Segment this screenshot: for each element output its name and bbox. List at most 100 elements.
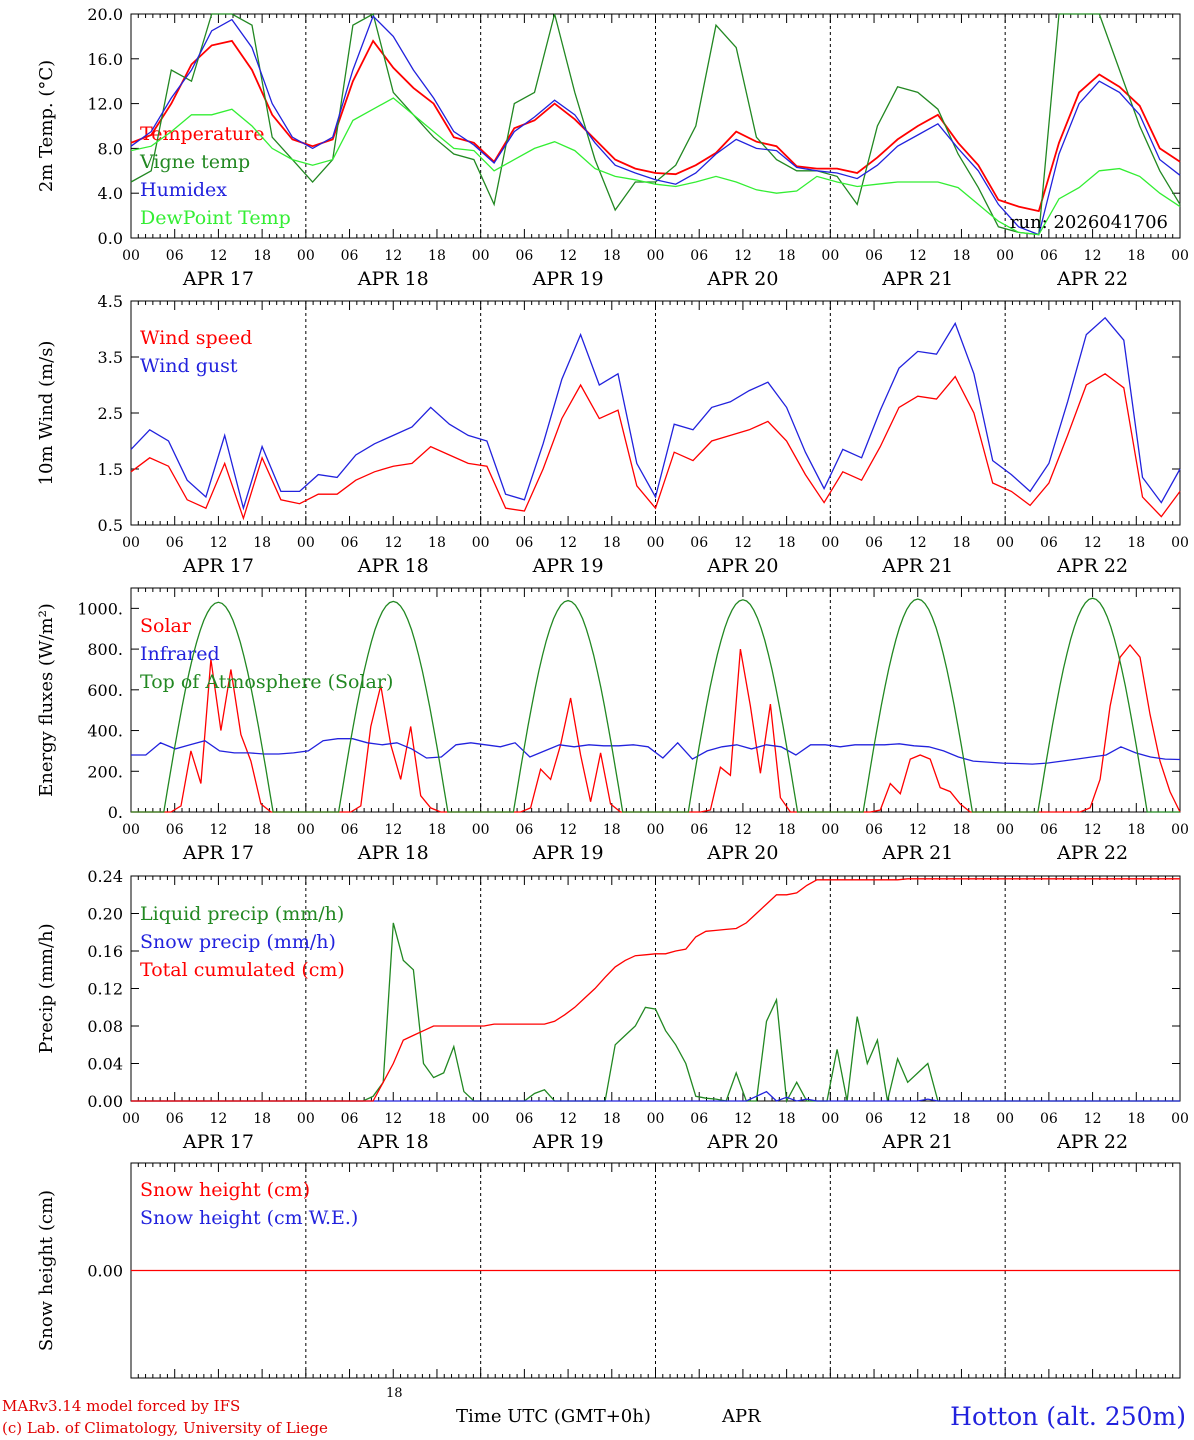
x-tick-label: 00 [122, 248, 140, 264]
day-label: APR 18 [357, 842, 429, 864]
legend-entry: Humidex [140, 179, 227, 201]
day-label: APR 22 [1056, 268, 1128, 290]
x-tick-label: 18 [1127, 535, 1145, 551]
x-tick-label: 18 [253, 1111, 271, 1127]
x-tick-label: 18 [428, 1111, 446, 1127]
x-axis-title: Time UTC (GMT+0h) [456, 1406, 651, 1427]
x-tick-label: 12 [384, 1111, 402, 1127]
x-tick-label: 06 [690, 535, 708, 551]
day-label: APR 17 [182, 842, 254, 864]
day-label: APR 19 [532, 268, 604, 290]
x-tick-label: 18 [778, 822, 796, 838]
x-tick-label: 18 [428, 822, 446, 838]
day-label: APR 21 [881, 268, 953, 290]
x-tick-label: 12 [210, 535, 228, 551]
legend-entry: Temperature [140, 123, 264, 145]
x-tick-label: 06 [341, 1111, 359, 1127]
day-label: APR 21 [881, 842, 953, 864]
y-tick-label: 0.04 [87, 1055, 123, 1074]
x-tick-label: 00 [647, 822, 665, 838]
x-tick-label: 18 [778, 1111, 796, 1127]
y-tick-label: 4.0 [98, 184, 123, 203]
series-line-wind-gust [130, 316, 1181, 511]
x-tick-label: 06 [865, 535, 883, 551]
x-tick-label: 18 [953, 535, 971, 551]
legend-entry: Wind gust [140, 355, 238, 377]
x-tick-label: 06 [865, 822, 883, 838]
y-tick-label: 0.08 [87, 1017, 123, 1036]
x-tick-label: 12 [384, 248, 402, 264]
x-tick-label: 18 [953, 1111, 971, 1127]
y-tick-label: 200. [87, 762, 123, 781]
bottom-hour-label: 18 [386, 1386, 403, 1401]
x-tick-label: 18 [603, 822, 621, 838]
x-tick-label: 06 [690, 1111, 708, 1127]
y-tick-label: 0.00 [87, 1092, 123, 1111]
x-tick-label: 00 [1171, 248, 1189, 264]
x-tick-label: 18 [603, 535, 621, 551]
x-tick-label: 00 [996, 822, 1014, 838]
x-tick-label: 06 [515, 1111, 533, 1127]
x-tick-label: 18 [603, 1111, 621, 1127]
x-tick-label: 12 [734, 1111, 752, 1127]
x-tick-label: 12 [559, 535, 577, 551]
legend-entry: Snow precip (mm/h) [140, 931, 336, 953]
series-line-temperature [130, 39, 1181, 213]
y-tick-label: 400. [87, 722, 123, 741]
x-tick-label: 18 [603, 248, 621, 264]
day-label: APR 19 [532, 555, 604, 577]
x-tick-label: 00 [821, 535, 839, 551]
x-tick-label: 12 [909, 248, 927, 264]
legend-entry: Infrared [140, 643, 220, 665]
day-label: APR 22 [1056, 555, 1128, 577]
panel-wind: 00 06 12 18 00 06 12 18 00 06 12 18 00 06 12 18 00 06 12 18… [36, 292, 1189, 577]
x-tick-label: 00 [996, 535, 1014, 551]
x-tick-label: 06 [1040, 535, 1058, 551]
x-tick-label: 06 [166, 535, 184, 551]
y-tick-label: 4.5 [98, 292, 123, 311]
x-tick-label: 12 [734, 822, 752, 838]
x-tick-label: 00 [1171, 535, 1189, 551]
x-tick-label: 12 [210, 1111, 228, 1127]
x-tick-label: 00 [472, 822, 490, 838]
x-tick-label: 00 [472, 535, 490, 551]
day-label: APR 18 [357, 1131, 429, 1153]
y-tick-label: 800. [87, 640, 123, 659]
x-tick-label: 18 [953, 248, 971, 264]
legend-entry: DewPoint Temp [140, 207, 291, 229]
x-tick-label: 18 [1127, 1111, 1145, 1127]
y-axis-title: Energy fluxes (W/m²) [36, 603, 57, 797]
x-tick-label: 06 [515, 248, 533, 264]
x-tick-label: 00 [1171, 1111, 1189, 1127]
lab-credit: (c) Lab. of Climatology, University of L… [2, 1419, 328, 1437]
day-label: APR 22 [1056, 842, 1128, 864]
x-tick-label: 12 [1084, 535, 1102, 551]
day-label: APR 18 [357, 555, 429, 577]
legend-entry: Snow height (cm) [140, 1179, 310, 1201]
day-label: APR 17 [182, 555, 254, 577]
day-label: APR 20 [706, 555, 778, 577]
panel-frame [130, 13, 1181, 239]
y-tick-label: 0.24 [87, 867, 123, 886]
panel-snow: 0.00 Snow height (cm) Snow height (cm) Snow… [36, 1162, 1181, 1379]
x-tick-label: 06 [1040, 248, 1058, 264]
x-tick-label: 18 [1127, 248, 1145, 264]
day-label: APR 21 [881, 1131, 953, 1153]
station-label: Hotton (alt. 250m) [950, 1402, 1186, 1431]
x-tick-label: 06 [690, 248, 708, 264]
x-tick-label: 12 [384, 535, 402, 551]
y-tick-label: 600. [87, 681, 123, 700]
x-tick-label: 06 [341, 535, 359, 551]
legend-entry: Liquid precip (mm/h) [140, 903, 344, 925]
run-annotation: run: 2026041706 [1010, 212, 1168, 233]
legend-entry: Vigne temp [139, 151, 250, 173]
x-tick-label: 06 [515, 822, 533, 838]
y-tick-label: 20.0 [87, 5, 123, 24]
model-credit: MARv3.14 model forced by IFS [2, 1397, 241, 1415]
series-line-top-of-atmosphere-solar- [131, 597, 1180, 813]
x-tick-label: 00 [821, 248, 839, 264]
legend-entry: Top of Atmosphere (Solar) [140, 671, 393, 693]
day-label: APR 20 [706, 842, 778, 864]
y-tick-label: 1000. [77, 599, 123, 618]
